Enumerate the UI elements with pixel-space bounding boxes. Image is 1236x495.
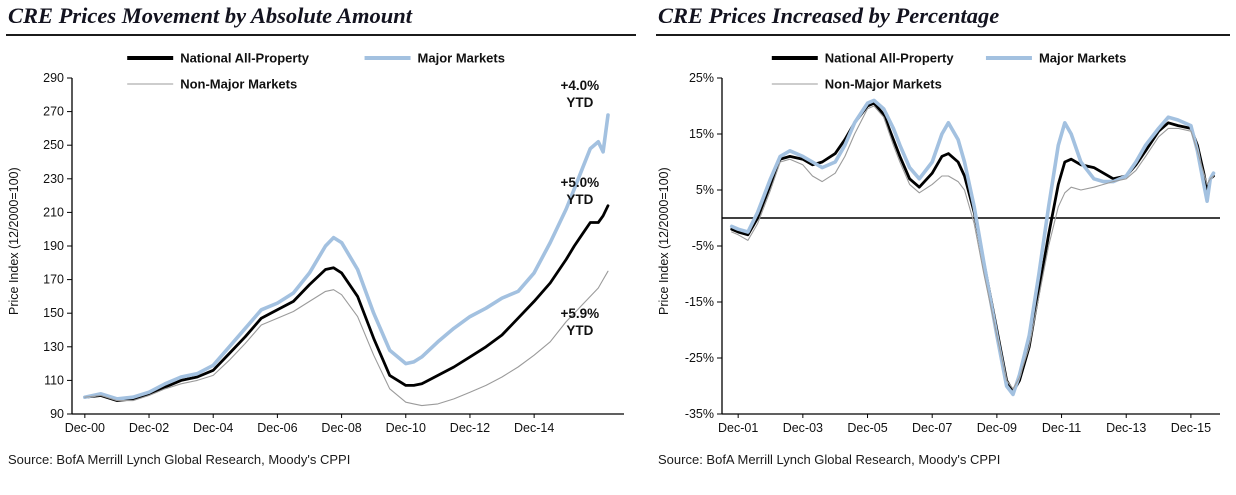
x-tick-label: Dec-09 [977,421,1017,435]
y-tick-label: 190 [43,239,64,253]
x-tick-label: Dec-05 [847,421,887,435]
ytd-annotation: +5.9% [561,306,600,321]
y-tick-label: 90 [50,407,64,421]
series-line-national-all-property [83,204,610,403]
x-tick-label: Dec-06 [257,421,297,435]
ytd-annotation: +4.0% [561,78,600,93]
legend-label-national-all-property: National All-Property [825,51,955,66]
chart-title-absolute: CRE Prices Movement by Absolute Amount [6,3,636,36]
ytd-annotation: YTD [566,95,593,110]
x-tick-label: Dec-12 [450,421,490,435]
x-tick-label: Dec-11 [1042,421,1081,435]
percentage-chart-block: CRE Prices Increased by Percentage Price… [656,3,1230,467]
ytd-annotation: YTD [566,192,593,207]
chart-title-percentage: CRE Prices Increased by Percentage [656,3,1230,36]
y-tick-label: -25% [685,351,714,365]
y-axis-label-percentage: Price Index (12/2000=100) [657,167,671,315]
y-tick-label: 250 [43,138,64,152]
legend-label-major-markets: Major Markets [1039,51,1126,66]
x-tick-label: Dec-01 [718,421,758,435]
x-tick-label: Dec-08 [321,421,361,435]
y-tick-label: 130 [43,340,64,354]
source-note-percentage: Source: BofA Merrill Lynch Global Resear… [658,452,1001,467]
chart-area-absolute: Price Index (12/2000=100) 90 110 130 150 170… [6,40,636,442]
y-tick-label: 230 [43,172,64,186]
y-tick-label: 150 [43,306,64,320]
y-axis-label-absolute: Price Index (12/2000=100) [7,167,21,315]
legend-label-major-markets: Major Markets [418,51,505,66]
percentage-chart-canvas: -35% -25% -15% -5% 5% 15% 25% Dec-01 Dec-03 Dec-0… [685,51,1220,435]
series-line-non-major-markets [731,105,1215,390]
absolute-amount-chart-canvas: 90 110 130 150 170 190 210 230 250 270 290 Dec-00 De… [43,51,624,435]
x-tick-label: Dec-10 [386,421,426,435]
y-tick-label: 290 [43,71,64,85]
y-tick-label: -35% [685,407,714,421]
y-tick-label: 270 [43,105,64,119]
y-tick-label: 5% [696,183,714,197]
x-tick-label: Dec-07 [912,421,952,435]
ytd-annotation: YTD [566,323,593,338]
legend-label-non-major-markets: Non-Major Markets [180,77,297,92]
cre-prices-figure: CRE Prices Movement by Absolute Amount P… [6,3,1230,467]
x-tick-label: Dec-13 [1106,421,1146,435]
y-tick-label: 25% [689,71,714,85]
y-tick-label: -15% [685,295,714,309]
series-line-national-all-property [730,101,1215,394]
series-line-non-major-markets [84,270,609,407]
source-note-absolute: Source: BofA Merrill Lynch Global Resear… [8,452,351,467]
y-tick-label: 210 [43,205,64,219]
chart-area-percentage: Price Index (12/2000=100) -35% -25% -15% -5… [656,40,1230,442]
x-tick-label: Dec-00 [65,421,105,435]
series-line-major-markets [82,113,610,401]
x-tick-label: Dec-15 [1171,421,1211,435]
y-tick-label: 170 [43,273,64,287]
legend-label-national-all-property: National All-Property [180,51,310,66]
ytd-annotation: +5.0% [561,175,600,190]
legend-label-non-major-markets: Non-Major Markets [825,77,942,92]
absolute-amount-chart-block: CRE Prices Movement by Absolute Amount P… [6,3,636,467]
y-tick-label: 15% [689,127,714,141]
x-tick-label: Dec-14 [514,421,554,435]
series-line-major-markets [729,98,1216,397]
x-tick-label: Dec-03 [783,421,823,435]
y-tick-label: -5% [692,239,714,253]
x-tick-label: Dec-04 [193,421,233,435]
x-tick-label: Dec-02 [129,421,169,435]
y-tick-label: 110 [44,373,64,387]
